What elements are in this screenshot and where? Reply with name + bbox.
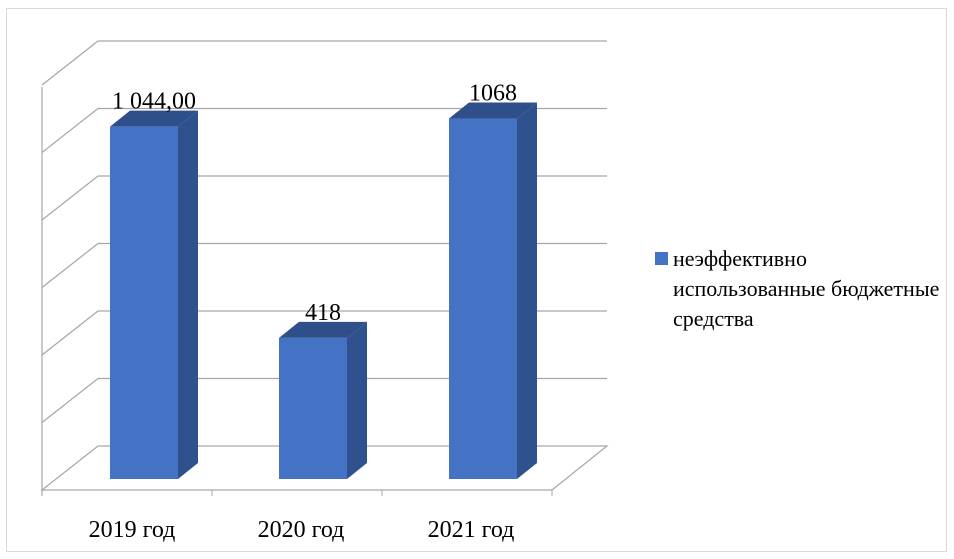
bar-side [347, 321, 367, 479]
x-tick-label: 2020 год [258, 517, 345, 543]
bar-side [517, 102, 537, 480]
label-layer: 1 044,00 418 1068 [112, 81, 517, 326]
bar-layer [110, 102, 537, 480]
bar-top [449, 102, 537, 119]
data-label: 418 [305, 300, 341, 326]
bar [449, 102, 537, 480]
bar [279, 321, 367, 479]
bar-side [178, 110, 198, 480]
bar-front [110, 126, 178, 480]
side-gridline [41, 175, 99, 221]
bar-front [279, 337, 347, 479]
x-tick-label: 2019 год [89, 517, 176, 543]
x-tick-label: 2021 год [428, 517, 515, 543]
bar [110, 110, 198, 480]
legend-swatch [655, 252, 668, 265]
side-gridline [41, 378, 99, 423]
side-gridline [41, 243, 99, 288]
data-label: 1068 [469, 81, 517, 107]
data-label: 1 044,00 [112, 89, 196, 115]
bar-top [110, 110, 198, 127]
bar-top [279, 321, 367, 338]
bar-front [449, 118, 517, 480]
side-gridline [41, 108, 99, 153]
legend-label: неэффективно использованные бюджетные ср… [673, 246, 940, 331]
side-gridline [41, 310, 99, 356]
side-gridline [41, 40, 99, 86]
tick-layer: 2019 год 2020 год 2021 год [89, 517, 515, 543]
